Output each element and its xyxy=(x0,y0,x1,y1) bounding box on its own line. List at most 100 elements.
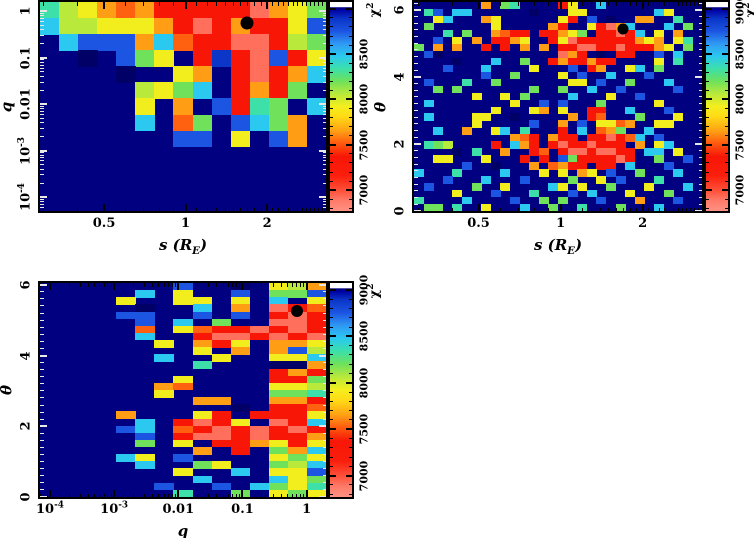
tick-mark xyxy=(215,207,217,211)
heatmap-cell xyxy=(414,169,425,177)
heatmap-cell xyxy=(519,29,530,38)
tick-mark xyxy=(286,493,288,497)
heatmap-cell xyxy=(548,162,559,170)
tick-mark xyxy=(571,207,573,211)
heatmap-cell xyxy=(500,169,511,177)
heatmap-cell xyxy=(634,92,645,100)
heatmap-cell xyxy=(287,290,308,298)
tick-mark xyxy=(698,109,702,111)
heatmap-cell xyxy=(538,106,549,114)
x-tick-label: 1 xyxy=(302,502,312,517)
heatmap-cell xyxy=(442,141,453,149)
heatmap-cell xyxy=(596,113,607,121)
tick-mark xyxy=(698,150,702,152)
tick-mark xyxy=(346,7,352,10)
heatmap-cell xyxy=(192,50,213,67)
tick-mark xyxy=(653,2,655,6)
tick-mark xyxy=(330,484,333,486)
heatmap-cell xyxy=(287,489,308,497)
tick-mark xyxy=(163,493,165,497)
tick-mark xyxy=(286,283,288,287)
heatmap-cell xyxy=(173,98,193,115)
heatmap-cell xyxy=(567,148,578,156)
tick-mark xyxy=(272,207,274,211)
heatmap-cell xyxy=(663,190,674,198)
heatmap-cell xyxy=(500,183,511,191)
tick-mark xyxy=(668,2,670,6)
heatmap-cell xyxy=(481,176,492,184)
tick-mark xyxy=(706,62,709,64)
heatmap-cell xyxy=(306,489,326,497)
tick-mark xyxy=(103,204,106,211)
heatmap-cell xyxy=(606,71,617,80)
tick-mark xyxy=(254,2,256,6)
heatmap-cell xyxy=(249,325,270,334)
heatmap-cell xyxy=(548,36,559,45)
heatmap-cell xyxy=(306,475,326,484)
heatmap-cell xyxy=(192,418,213,427)
tick-mark xyxy=(414,116,418,118)
heatmap-cell xyxy=(423,183,434,191)
heatmap-cell xyxy=(481,155,492,163)
heatmap-cell xyxy=(211,461,232,469)
heatmap-cell xyxy=(481,71,492,80)
heatmap-cell xyxy=(634,197,645,205)
heatmap-cell xyxy=(596,176,607,184)
heatmap-cell xyxy=(135,425,155,434)
tick-mark xyxy=(319,425,326,428)
tick-mark xyxy=(330,198,333,200)
heatmap-cell xyxy=(596,29,607,38)
heatmap-cell xyxy=(287,66,308,83)
tick-mark xyxy=(349,447,352,449)
tick-mark xyxy=(299,493,301,497)
heatmap-cell xyxy=(510,71,521,80)
tick-mark xyxy=(77,2,79,6)
tick-mark xyxy=(725,17,728,19)
tick-mark xyxy=(349,44,352,46)
heatmap-cell xyxy=(173,432,193,441)
heatmap-cell xyxy=(606,120,617,128)
tick-mark xyxy=(725,207,728,209)
tick-mark xyxy=(40,390,44,392)
heatmap-cell xyxy=(173,130,193,148)
tick-mark xyxy=(414,96,418,98)
heatmap-cell xyxy=(558,197,569,205)
heatmap-cell xyxy=(287,361,308,369)
heatmap-cell xyxy=(529,148,540,156)
heatmap-cell xyxy=(481,15,492,24)
heatmap-cell xyxy=(558,120,569,128)
tick-mark xyxy=(330,326,333,328)
tick-mark xyxy=(346,381,352,384)
tick-mark xyxy=(706,135,709,137)
heatmap-cell xyxy=(462,197,473,205)
tick-mark xyxy=(227,493,229,497)
heatmap-cell xyxy=(230,2,251,19)
heatmap-cell xyxy=(211,439,232,448)
tick-mark xyxy=(695,75,702,78)
heatmap-cell xyxy=(442,176,453,184)
colorbar-tick-label: 8000 xyxy=(357,367,371,399)
tick-mark xyxy=(330,135,333,137)
heatmap-cell xyxy=(230,82,251,99)
heatmap-cell xyxy=(211,318,232,327)
heatmap-cell xyxy=(577,50,588,59)
tick-mark xyxy=(40,21,44,23)
heatmap-cell xyxy=(268,418,289,427)
heatmap-cell xyxy=(192,461,213,469)
heatmap-cell xyxy=(306,340,326,348)
tick-mark xyxy=(706,117,709,119)
tick-mark xyxy=(177,283,180,290)
tick-mark xyxy=(417,2,419,6)
tick-mark xyxy=(206,207,208,211)
tick-mark xyxy=(608,207,610,211)
tick-mark xyxy=(349,180,352,182)
tick-mark xyxy=(40,56,47,59)
heatmap-cell xyxy=(586,22,597,31)
tick-mark xyxy=(677,2,679,6)
tick-mark xyxy=(266,204,269,211)
tick-mark xyxy=(636,2,638,6)
tick-mark xyxy=(695,142,702,145)
tick-mark xyxy=(318,207,320,211)
heatmap-cell xyxy=(596,64,607,73)
tick-mark xyxy=(94,493,96,497)
